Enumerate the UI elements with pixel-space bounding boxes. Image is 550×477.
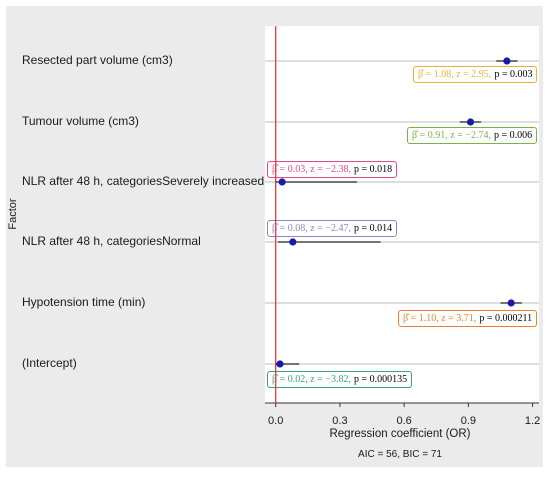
coefficient-annotation: β̂ = 0.02, z = −3.82, p = 0.000135 <box>267 371 413 388</box>
x-tick-label: 0.9 <box>460 415 477 427</box>
beta-z-text: β̂ = 0.08, z = −2.47, <box>272 223 351 234</box>
estimate-point <box>276 360 284 368</box>
factor-label: (Intercept) <box>22 356 77 370</box>
p-value-text: p = 0.000135 <box>353 374 408 385</box>
p-value-text: p = 0.000211 <box>479 313 533 324</box>
coefficient-annotation: β̂ = 0.03, z = −2.38, p = 0.018 <box>267 161 398 178</box>
x-tick-label: 0.0 <box>268 415 284 427</box>
coefficient-annotation: β̂ = 0.91, z = −2.74, p = 0.006 <box>407 127 538 144</box>
factor-label: NLR after 48 h, categoriesNormal <box>22 234 201 248</box>
factor-label: Resected part volume (cm3) <box>22 53 173 67</box>
x-tick-label: 1.2 <box>524 415 541 427</box>
x-axis-title: Regression coefficient (OR) <box>329 428 471 440</box>
estimate-point <box>507 299 515 307</box>
estimate-point <box>289 238 297 246</box>
p-value-text: p = 0.006 <box>493 130 533 141</box>
beta-z-text: β̂ = 1.10, z = 3.71, <box>403 313 477 324</box>
p-value-text: p = 0.018 <box>353 164 393 175</box>
x-tick-label: 0.6 <box>396 415 412 427</box>
factor-label: Hypotension time (min) <box>22 295 146 309</box>
beta-z-text: β̂ = 1.08, z = 2.95, <box>418 69 492 80</box>
estimate-point <box>503 57 511 65</box>
x-tick-label: 0.3 <box>332 415 348 427</box>
estimate-point <box>466 118 475 126</box>
coefficient-annotation: β̂ = 1.08, z = 2.95, p = 0.003 <box>413 66 538 83</box>
estimate-point <box>278 178 286 186</box>
p-value-text: p = 0.003 <box>494 69 533 80</box>
model-fit-caption: AIC = 56, BIC = 71 <box>358 449 442 460</box>
beta-z-text: β̂ = 0.91, z = −2.74, <box>412 130 491 141</box>
plot-panel <box>265 26 539 403</box>
factor-label: Tumour volume (cm3) <box>22 114 139 128</box>
p-value-text: p = 0.014 <box>353 223 393 234</box>
factor-label: NLR after 48 h, categoriesSeverely incre… <box>22 174 265 188</box>
beta-z-text: β̂ = 0.03, z = −2.38, <box>272 164 351 175</box>
beta-z-text: β̂ = 0.02, z = −3.82, <box>272 374 351 385</box>
coefficient-annotation: β̂ = 1.10, z = 3.71, p = 0.000211 <box>398 310 538 327</box>
coefficient-annotation: β̂ = 0.08, z = −2.47, p = 0.014 <box>267 220 398 237</box>
